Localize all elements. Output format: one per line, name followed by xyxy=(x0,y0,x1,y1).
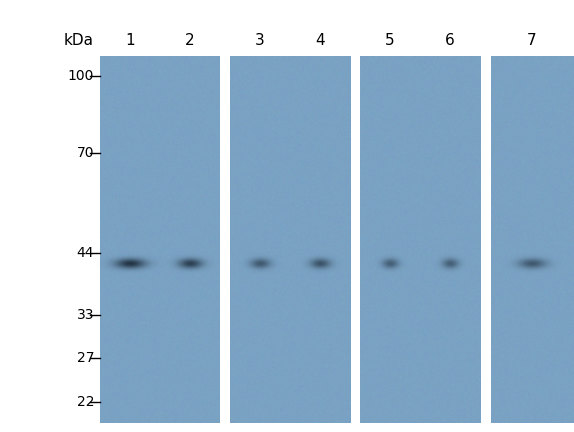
Text: 4: 4 xyxy=(315,33,325,48)
Text: 1: 1 xyxy=(125,33,135,48)
Text: 7: 7 xyxy=(527,33,537,48)
Text: 3: 3 xyxy=(255,33,265,48)
Text: 27: 27 xyxy=(76,351,94,365)
Text: kDa: kDa xyxy=(64,33,94,48)
Text: 100: 100 xyxy=(68,69,94,83)
Text: 44: 44 xyxy=(76,246,94,260)
Text: 70: 70 xyxy=(76,146,94,160)
Text: 2: 2 xyxy=(185,33,195,48)
Text: 33: 33 xyxy=(76,308,94,322)
Text: 6: 6 xyxy=(445,33,455,48)
Text: 22: 22 xyxy=(76,395,94,409)
Text: 5: 5 xyxy=(385,33,395,48)
